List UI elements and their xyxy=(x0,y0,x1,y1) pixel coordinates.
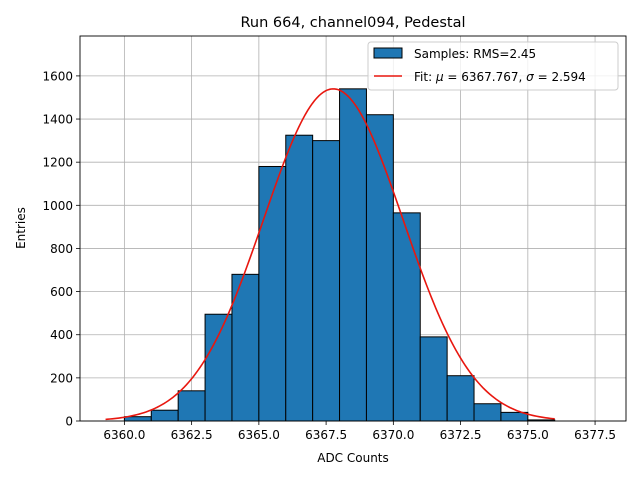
y-tick-label: 0 xyxy=(65,415,73,429)
legend-mu-value: = 6367.767, xyxy=(444,70,527,84)
x-tick-label: 6360.0 xyxy=(103,428,145,442)
x-axis-ticks: 6360.0 6362.5 6365.0 6367.5 6370.0 6372.5 6375… xyxy=(103,421,616,442)
histogram-bar xyxy=(419,336,448,422)
histogram-bar xyxy=(177,390,206,422)
x-tick-label: 6377.5 xyxy=(574,428,616,442)
y-tick-label: 200 xyxy=(50,371,73,385)
histogram-bar xyxy=(392,212,421,422)
legend-samples-label: Samples: RMS=2.45 xyxy=(414,47,536,61)
histogram-bars xyxy=(123,88,556,422)
legend-sigma-symbol: σ xyxy=(526,70,534,84)
y-tick-label: 1600 xyxy=(42,69,73,83)
histogram-bar xyxy=(339,88,367,422)
y-tick-label: 800 xyxy=(50,242,73,256)
legend-samples-swatch xyxy=(373,47,403,59)
histogram-bar xyxy=(285,134,314,422)
y-axis-label: Entries xyxy=(14,207,28,249)
histogram-bar xyxy=(231,273,260,422)
x-tick-label: 6375.0 xyxy=(507,428,549,442)
histogram-bar xyxy=(312,140,341,422)
x-tick-label: 6365.0 xyxy=(238,428,280,442)
y-tick-label: 1200 xyxy=(42,156,73,170)
histogram-bar xyxy=(204,313,233,422)
y-tick-label: 1000 xyxy=(42,199,73,213)
x-axis-label: ADC Counts xyxy=(317,451,389,465)
histogram-bar xyxy=(150,409,179,422)
fit-curve-line xyxy=(105,88,555,421)
histogram-bar xyxy=(446,375,475,422)
chart-title: Run 664, channel094, Pedestal xyxy=(240,15,465,31)
y-axis-ticks: 0 200 400 600 800 1000 1200 1400 1600 xyxy=(42,69,80,429)
axes-frame xyxy=(79,35,627,422)
y-tick-label: 600 xyxy=(50,285,73,299)
legend: Samples: RMS=2.45 Fit: μ = 6367.767, σ =… xyxy=(367,41,619,91)
legend-sigma-value: = 2.594 xyxy=(534,70,586,84)
x-tick-label: 6367.5 xyxy=(305,428,347,442)
legend-fit-prefix: Fit: xyxy=(414,70,436,84)
x-tick-label: 6372.5 xyxy=(440,428,482,442)
y-tick-label: 1400 xyxy=(42,113,73,127)
legend-box xyxy=(367,41,619,91)
x-tick-label: 6362.5 xyxy=(171,428,213,442)
histogram-bar xyxy=(365,114,394,422)
histogram-bar xyxy=(473,403,502,422)
legend-mu-symbol: μ xyxy=(435,70,444,84)
histogram-bar xyxy=(258,165,287,422)
x-tick-label: 6370.0 xyxy=(372,428,414,442)
legend-fit-label: Fit: μ = 6367.767, σ = 2.594 xyxy=(414,70,586,84)
y-tick-label: 400 xyxy=(50,328,73,342)
